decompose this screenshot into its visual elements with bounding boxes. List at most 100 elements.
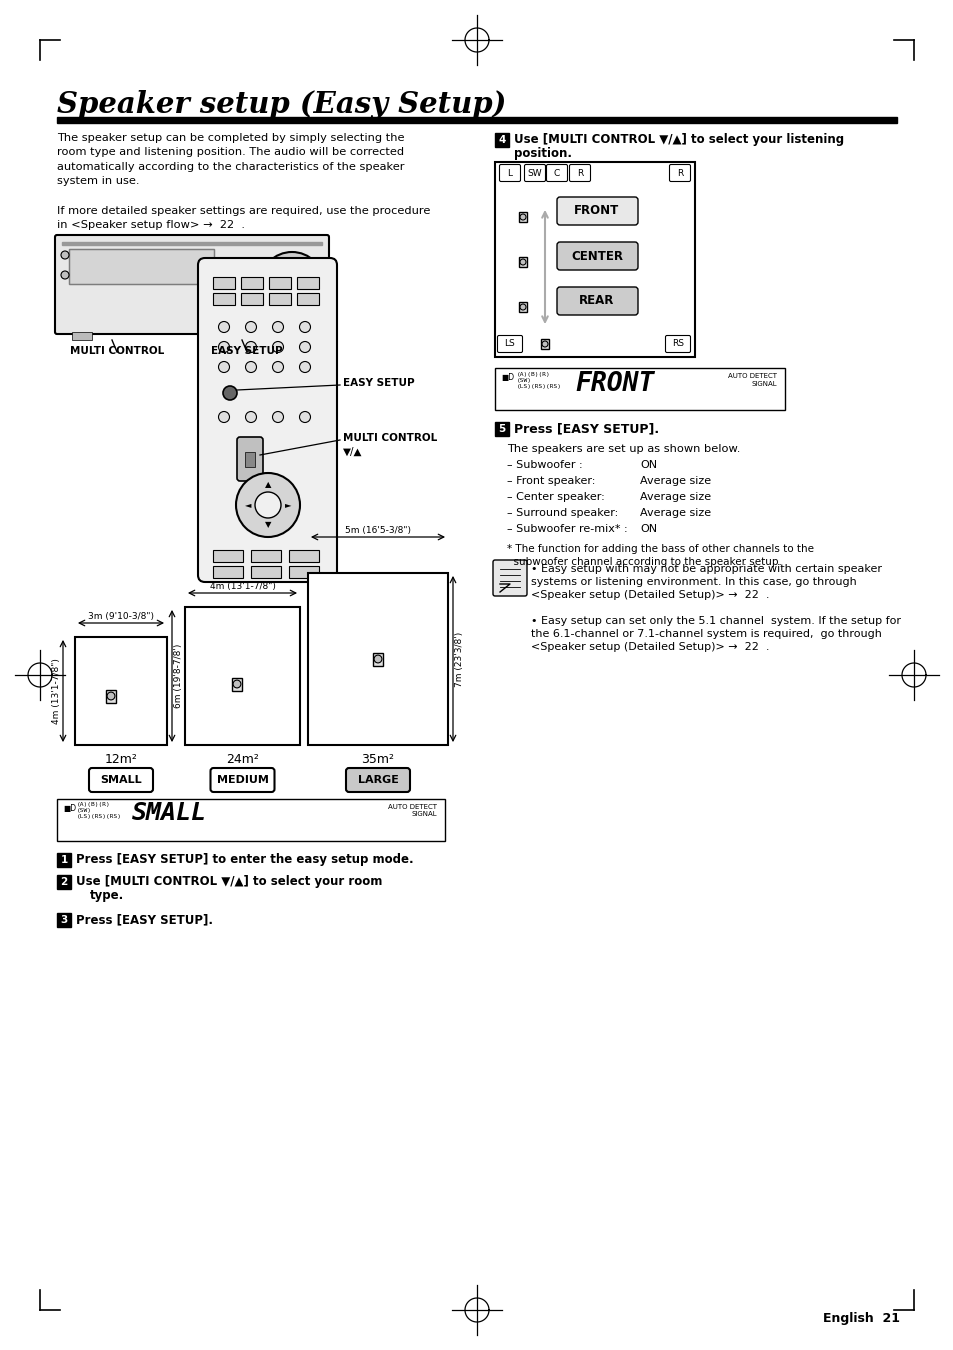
Text: – Surround speaker:: – Surround speaker: (506, 508, 618, 518)
Bar (495, 423, 509, 436)
Circle shape (519, 215, 525, 220)
Bar (518, 212, 526, 221)
Circle shape (254, 491, 281, 518)
Text: type.: type. (90, 890, 124, 902)
Text: Average size: Average size (639, 491, 710, 502)
Text: 24m²: 24m² (226, 753, 258, 765)
Circle shape (541, 342, 547, 347)
Circle shape (299, 342, 310, 352)
Circle shape (260, 265, 265, 270)
Circle shape (374, 655, 381, 663)
Bar (251, 549, 281, 562)
Text: 3m (9'10-3/8"): 3m (9'10-3/8") (88, 612, 153, 621)
Text: FRONT: FRONT (574, 204, 619, 217)
Bar (495, 369, 784, 410)
Text: 7m (23'3/8'): 7m (23'3/8') (455, 632, 463, 687)
Text: * The function for adding the bass of other channels to the
  subwoofer channel : * The function for adding the bass of ot… (506, 544, 813, 567)
Text: 6m (19'8-7/8'): 6m (19'8-7/8') (173, 644, 183, 709)
Bar (296, 293, 318, 305)
Bar (245, 452, 254, 467)
Circle shape (218, 412, 230, 423)
Circle shape (235, 472, 299, 537)
Text: AUTO DETECT
SIGNAL: AUTO DETECT SIGNAL (727, 373, 776, 386)
Text: ON: ON (639, 524, 657, 535)
Text: Average size: Average size (639, 508, 710, 518)
Text: ▼/▲: ▼/▲ (343, 447, 362, 458)
Circle shape (299, 412, 310, 423)
Bar (227, 288, 242, 297)
Circle shape (233, 265, 238, 270)
Circle shape (218, 362, 230, 373)
Bar (213, 549, 243, 562)
FancyBboxPatch shape (55, 235, 329, 333)
Circle shape (272, 265, 312, 304)
Bar (213, 293, 234, 305)
Bar (75, 637, 167, 745)
FancyBboxPatch shape (89, 768, 152, 792)
Bar (267, 288, 282, 297)
Text: AUTO DETECT
SIGNAL: AUTO DETECT SIGNAL (388, 805, 436, 818)
Text: SMALL: SMALL (100, 775, 142, 784)
FancyBboxPatch shape (557, 242, 638, 270)
Text: – Front speaker:: – Front speaker: (506, 477, 595, 486)
Text: 4m (13'1-7/8"): 4m (13'1-7/8") (52, 657, 61, 724)
Circle shape (273, 321, 283, 332)
FancyBboxPatch shape (557, 197, 638, 225)
Circle shape (273, 362, 283, 373)
Text: R: R (577, 169, 582, 177)
Text: EASY SETUP: EASY SETUP (343, 378, 415, 387)
Circle shape (299, 362, 310, 373)
Bar (540, 339, 548, 350)
Text: Press [EASY SETUP].: Press [EASY SETUP]. (514, 423, 659, 435)
Text: 5m (16'5-3/8"): 5m (16'5-3/8") (345, 526, 411, 535)
Circle shape (233, 680, 241, 688)
Circle shape (218, 342, 230, 352)
Circle shape (107, 693, 114, 699)
Circle shape (245, 362, 256, 373)
FancyBboxPatch shape (493, 560, 526, 595)
Text: ▲: ▲ (265, 481, 271, 490)
Circle shape (61, 271, 69, 279)
Text: 3: 3 (60, 915, 68, 925)
Bar (62, 242, 322, 244)
Text: • Easy setup can set only the 5.1 channel  system. If the setup for
the 6.1-chan: • Easy setup can set only the 5.1 channe… (531, 616, 900, 652)
FancyBboxPatch shape (524, 165, 545, 181)
FancyBboxPatch shape (665, 336, 690, 352)
FancyBboxPatch shape (499, 165, 520, 181)
Text: REAR: REAR (578, 294, 614, 308)
Text: RS: RS (671, 339, 683, 348)
FancyBboxPatch shape (546, 165, 567, 181)
Bar (106, 690, 116, 702)
Circle shape (218, 321, 230, 332)
Text: MULTI CONTROL: MULTI CONTROL (343, 433, 436, 443)
Text: ON: ON (639, 460, 657, 470)
Text: C: C (554, 169, 559, 177)
Text: ■D: ■D (500, 373, 514, 382)
Text: 2: 2 (60, 878, 68, 887)
Bar (251, 566, 281, 578)
Circle shape (224, 265, 230, 270)
Circle shape (61, 251, 69, 259)
Bar (495, 134, 509, 147)
Text: The speakers are set up as shown below.: The speakers are set up as shown below. (506, 444, 740, 454)
Circle shape (273, 412, 283, 423)
Bar (292, 332, 312, 340)
Circle shape (519, 259, 525, 265)
Bar (57, 875, 71, 890)
Bar (518, 256, 526, 267)
Text: 12m²: 12m² (105, 753, 137, 765)
Circle shape (273, 342, 283, 352)
Circle shape (260, 252, 324, 316)
Circle shape (519, 304, 525, 310)
Text: L: L (507, 169, 512, 177)
Text: ▼: ▼ (265, 521, 271, 529)
FancyBboxPatch shape (497, 336, 522, 352)
Text: CENTER: CENTER (571, 250, 622, 262)
Bar (241, 277, 263, 289)
Bar (213, 566, 243, 578)
Bar (289, 549, 318, 562)
Text: FRONT: FRONT (575, 371, 654, 397)
Bar (71, 332, 91, 340)
Bar (213, 277, 234, 289)
Text: 1: 1 (60, 855, 68, 865)
